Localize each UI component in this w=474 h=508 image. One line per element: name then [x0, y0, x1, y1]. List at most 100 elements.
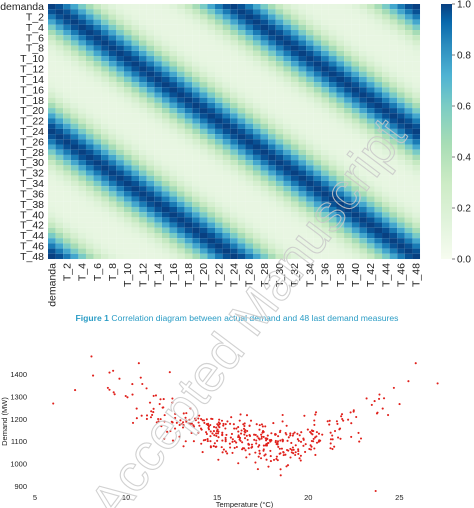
heatmap-cell	[298, 61, 307, 67]
heatmap-cell	[169, 71, 178, 77]
heatmap-cell	[283, 24, 291, 31]
heatmap-cell	[192, 212, 200, 218]
heatmap-cell	[283, 154, 291, 161]
heatmap-cell	[85, 149, 94, 155]
heatmap-cell	[290, 144, 299, 150]
heatmap-cell	[412, 243, 421, 249]
heatmap-cell	[237, 180, 246, 187]
scatter-point	[272, 422, 275, 425]
heatmap-cell	[146, 45, 155, 51]
heatmap-cell	[78, 243, 86, 249]
heatmap-cell	[336, 61, 345, 67]
heatmap-cell	[336, 232, 345, 239]
heatmap-cell	[268, 35, 276, 41]
heatmap-cell	[404, 19, 413, 25]
heatmap-cell	[374, 35, 383, 41]
heatmap-cell	[101, 19, 109, 25]
heatmap-cell	[404, 14, 413, 20]
heatmap-cell	[397, 97, 405, 103]
heatmap-cell	[366, 92, 375, 98]
heatmap-cell	[366, 61, 375, 67]
heatmap-cell	[245, 201, 253, 207]
heatmap-cell	[397, 248, 405, 254]
heatmap-cell	[48, 238, 56, 244]
heatmap-cell	[298, 102, 307, 109]
heatmap-cell	[283, 217, 291, 223]
heatmap-row-label: T_12	[20, 64, 44, 76]
heatmap-cell	[351, 253, 360, 260]
scatter-point	[297, 450, 300, 453]
heatmap-cell	[207, 14, 216, 20]
heatmap-row-label: T_26	[20, 136, 44, 148]
heatmap-cell	[154, 9, 162, 15]
heatmap-cell	[275, 118, 284, 124]
heatmap-cell	[283, 97, 291, 103]
heatmap-cell	[404, 212, 413, 218]
heatmap-cell	[306, 253, 314, 260]
scatter-point	[290, 441, 293, 445]
heatmap-cell	[78, 71, 86, 77]
heatmap-cell	[93, 61, 102, 67]
heatmap-cell	[70, 191, 79, 197]
heatmap-cell	[101, 108, 109, 114]
heatmap-cell	[169, 56, 178, 62]
heatmap-cell	[237, 217, 246, 223]
heatmap-cell	[351, 56, 360, 62]
heatmap-cell	[177, 222, 185, 228]
heatmap-cell	[192, 56, 200, 62]
heatmap-cell	[328, 128, 337, 135]
heatmap-cell	[336, 212, 345, 218]
heatmap-cell	[101, 14, 109, 20]
heatmap-cell	[55, 227, 64, 233]
heatmap-cell	[85, 212, 94, 218]
heatmap-cell	[252, 118, 261, 124]
heatmap-col-label: T_30	[274, 263, 286, 287]
heatmap-cell	[207, 217, 216, 223]
heatmap-cell	[404, 144, 413, 150]
heatmap-cell	[351, 66, 360, 72]
heatmap-cell	[268, 118, 276, 124]
heatmap-cell	[359, 248, 367, 254]
heatmap-cell	[101, 87, 109, 93]
heatmap-cell	[215, 180, 223, 187]
heatmap-cell	[275, 222, 284, 228]
heatmap-cell	[131, 9, 140, 15]
heatmap-cell	[146, 66, 155, 72]
heatmap-cell	[237, 76, 246, 83]
heatmap-cell	[101, 82, 109, 88]
heatmap-cell	[344, 227, 352, 233]
heatmap-cell	[328, 61, 337, 67]
heatmap-cell	[313, 76, 322, 83]
heatmap-cell	[268, 149, 276, 155]
heatmap-cell	[283, 170, 291, 176]
scatter-point	[244, 429, 247, 432]
heatmap-cell	[215, 92, 223, 98]
heatmap-cell	[48, 123, 56, 129]
heatmap-cell	[382, 61, 390, 67]
correlation-heatmap: demandaT_2T_4T_6T_8T_10T_12T_14T_16T_18T…	[0, 0, 471, 307]
heatmap-cell	[48, 92, 56, 98]
heatmap-cell	[290, 118, 299, 124]
heatmap-cell	[230, 82, 238, 88]
heatmap-cell	[85, 206, 94, 213]
heatmap-cell	[146, 113, 155, 119]
heatmap-cell	[108, 108, 117, 114]
heatmap-cell	[237, 19, 246, 25]
heatmap-cell	[215, 222, 223, 228]
scatter-point	[152, 407, 155, 410]
heatmap-cell	[366, 212, 375, 218]
scatter-point	[222, 424, 225, 427]
heatmap-cell	[313, 243, 322, 249]
heatmap-cell	[237, 82, 246, 88]
heatmap-cell	[222, 71, 231, 77]
heatmap-cell	[101, 165, 109, 171]
heatmap-cell	[116, 123, 124, 129]
heatmap-cell	[336, 222, 345, 228]
heatmap-cell	[290, 50, 299, 57]
heatmap-cell	[116, 154, 124, 161]
heatmap-cell	[321, 40, 329, 46]
heatmap-cell	[169, 212, 178, 218]
heatmap-cell	[412, 87, 421, 93]
heatmap-cell	[123, 253, 132, 260]
heatmap-row-label: T_30	[20, 157, 44, 169]
